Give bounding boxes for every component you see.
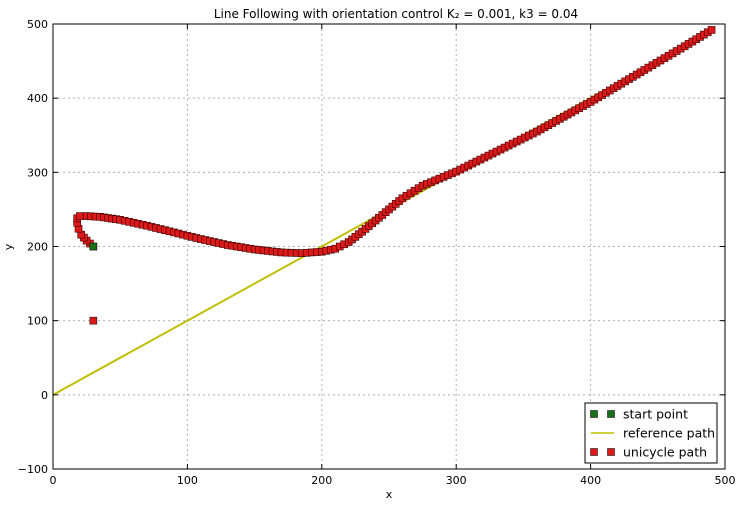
legend-entry-label: unicycle path xyxy=(623,445,707,460)
y-tick-label: 200 xyxy=(27,241,48,254)
legend: start point reference path unicycle path xyxy=(584,402,718,464)
legend-entry-label: reference path xyxy=(623,426,715,441)
series-unicycle-path xyxy=(73,26,716,257)
start-point-marker xyxy=(89,242,98,251)
series-start-point xyxy=(89,242,98,325)
start-point-marker xyxy=(89,316,98,325)
unicycle-path-marker xyxy=(707,26,716,34)
y-tick-label: −100 xyxy=(18,463,48,476)
y-tick-label: 300 xyxy=(27,166,48,179)
y-tick-label: 400 xyxy=(27,92,48,105)
y-tick-label: 0 xyxy=(41,389,48,402)
x-tick-label: 0 xyxy=(50,474,57,487)
legend-marker xyxy=(590,448,598,456)
y-tick-label: 100 xyxy=(27,315,48,328)
chart-title: Line Following with orientation control … xyxy=(214,7,578,21)
x-tick-label: 200 xyxy=(311,474,332,487)
legend-marker xyxy=(607,448,615,456)
x-tick-label: 500 xyxy=(715,474,736,487)
x-tick-label: 100 xyxy=(177,474,198,487)
y-axis-label: y xyxy=(2,243,15,250)
legend-entry-label: start point xyxy=(623,407,688,422)
legend-marker xyxy=(607,410,615,418)
unicycle-path-marker xyxy=(76,212,84,220)
x-axis-label: x xyxy=(386,488,393,501)
x-tick-label: 400 xyxy=(580,474,601,487)
legend-marker xyxy=(590,410,598,418)
x-tick-label: 300 xyxy=(446,474,467,487)
y-tick-label: 500 xyxy=(27,18,48,31)
